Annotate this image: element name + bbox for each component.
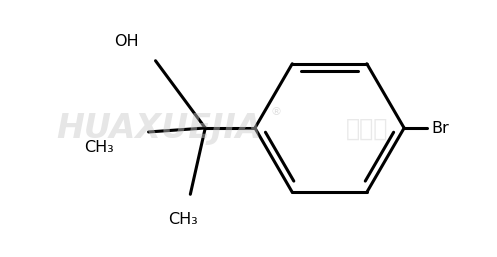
Text: CH₃: CH₃ xyxy=(168,212,198,227)
Text: OH: OH xyxy=(114,34,139,49)
Text: HUAXUEJIA: HUAXUEJIA xyxy=(57,112,262,145)
Text: Br: Br xyxy=(431,121,449,135)
Text: 化学加: 化学加 xyxy=(346,116,388,141)
Text: CH₃: CH₃ xyxy=(84,140,114,155)
Text: ®: ® xyxy=(270,107,281,117)
